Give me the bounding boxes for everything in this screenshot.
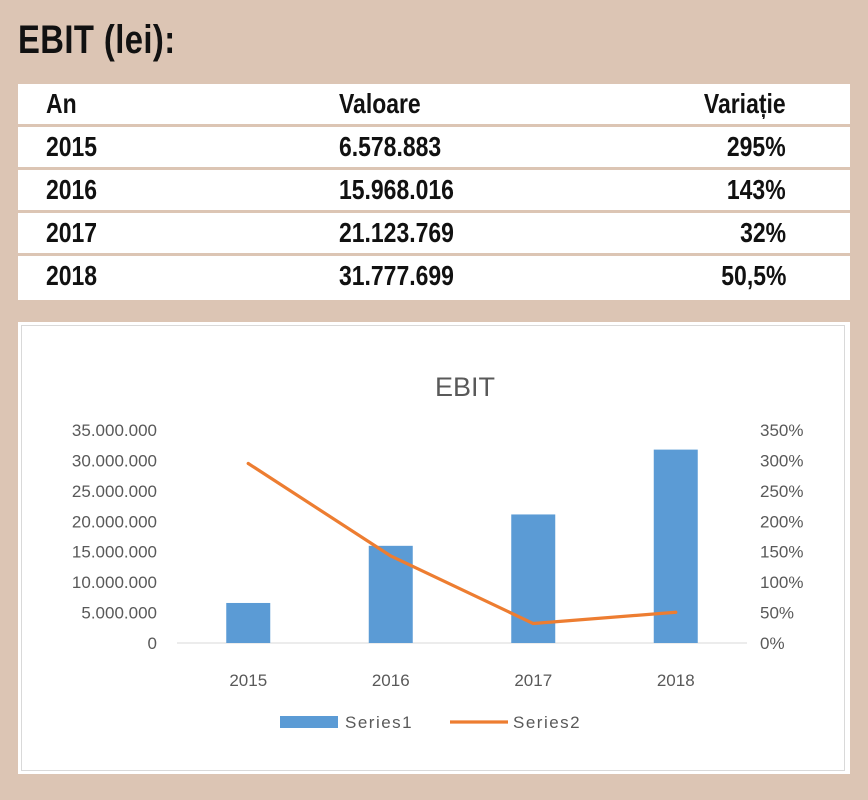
cell-year: 2015 <box>46 131 98 162</box>
chart-title: EBIT <box>435 372 495 402</box>
series2-point <box>389 554 393 558</box>
y-right-tick-label: 250% <box>760 482 803 501</box>
x-tick-label: 2018 <box>657 671 695 690</box>
chart-panel: EBIT 0 5.000.000 10.000.000 15.000.000 20.000… <box>18 322 850 774</box>
cell-value: 15.968.016 <box>339 174 454 205</box>
cell-year: 2017 <box>46 217 98 248</box>
bar <box>368 545 413 643</box>
y-left-tick-label: 20.000.000 <box>72 512 157 531</box>
ebit-chart: EBIT 0 5.000.000 10.000.000 15.000.000 20.000… <box>72 372 804 732</box>
y-left-tick-label: 35.000.000 <box>72 421 157 440</box>
ebit-table: An Valoare Variație 2015 6.578.883 295% … <box>18 84 850 300</box>
cell-value: 6.578.883 <box>339 131 442 162</box>
cell-variation: 143% <box>727 174 786 205</box>
legend-series2-label: Series2 <box>513 713 581 732</box>
y-right-tick-label: 350% <box>760 421 803 440</box>
series2-line <box>246 461 678 626</box>
header-variation: Variație <box>704 88 786 119</box>
legend-series1-label: Series1 <box>345 713 413 732</box>
header-year: An <box>46 88 77 119</box>
x-tick-label: 2016 <box>372 671 410 690</box>
table-row: 2016 15.968.016 143% <box>18 170 850 213</box>
y-left-tick-label: 25.000.000 <box>72 482 157 501</box>
y-right-tick-label: 0% <box>760 634 785 653</box>
x-tick-label: 2017 <box>514 671 552 690</box>
bar <box>226 602 271 643</box>
cell-variation: 295% <box>727 131 786 162</box>
table-header-row: An Valoare Variație <box>18 84 850 127</box>
series2-point <box>531 622 535 626</box>
y-left-tick-label: 15.000.000 <box>72 543 157 562</box>
cell-year: 2018 <box>46 260 98 291</box>
cell-variation: 32% <box>740 217 786 248</box>
y-right-tick-label: 300% <box>760 451 803 470</box>
cell-variation: 50,5% <box>720 260 786 291</box>
series2-point <box>674 610 678 614</box>
header-value: Valoare <box>339 88 421 119</box>
legend-series1-swatch <box>280 716 338 728</box>
chart-frame: EBIT 0 5.000.000 10.000.000 15.000.000 20.000… <box>21 325 845 771</box>
cell-year: 2016 <box>46 174 98 205</box>
y-right-tick-label: 50% <box>760 604 794 623</box>
y-right-tick-label: 100% <box>760 573 803 592</box>
series2-point <box>246 461 250 465</box>
table-row: 2015 6.578.883 295% <box>18 127 850 170</box>
cell-value: 31.777.699 <box>339 260 454 291</box>
x-tick-label: 2015 <box>229 671 267 690</box>
y-left-tick-label: 5.000.000 <box>81 604 157 623</box>
table-row: 2017 21.123.769 32% <box>18 213 850 256</box>
page-heading: EBIT (lei): <box>18 18 176 62</box>
y-left-tick-label: 0 <box>148 634 157 653</box>
y-right-tick-label: 200% <box>760 512 803 531</box>
y-left-tick-label: 10.000.000 <box>72 573 157 592</box>
table-row: 2018 31.777.699 50,5% <box>18 256 850 296</box>
y-right-tick-label: 150% <box>760 543 803 562</box>
y-left-tick-label: 30.000.000 <box>72 451 157 470</box>
cell-value: 21.123.769 <box>339 217 454 248</box>
